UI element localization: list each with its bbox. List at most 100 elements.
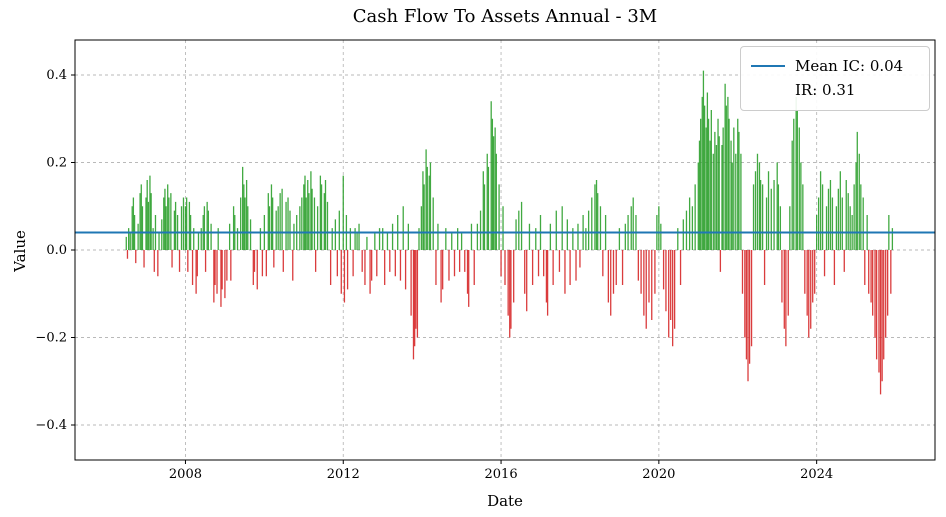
legend-ir-label: IR: 0.31	[795, 81, 856, 99]
negative-bar	[558, 250, 561, 272]
positive-bar	[706, 92, 709, 250]
positive-bar	[800, 162, 802, 250]
positive-bar	[860, 184, 862, 251]
positive-bar	[128, 228, 130, 250]
negative-bar	[473, 250, 475, 285]
negative-bar	[878, 250, 880, 373]
negative-bar	[510, 250, 512, 329]
negative-bar	[607, 250, 610, 303]
negative-bar	[371, 250, 373, 281]
positive-bar	[758, 162, 761, 250]
positive-bar	[374, 232, 376, 250]
negative-bar	[340, 250, 342, 294]
positive-bar	[555, 210, 557, 251]
positive-bar	[490, 101, 492, 250]
y-tick-label: −0.4	[35, 418, 67, 433]
positive-bar	[498, 184, 500, 251]
positive-bar	[494, 127, 496, 250]
positive-bar	[847, 193, 849, 251]
negative-bar	[143, 250, 145, 268]
negative-bar	[265, 250, 267, 277]
negative-bar	[214, 250, 216, 285]
negative-bar	[282, 250, 284, 272]
positive-bar	[422, 171, 424, 250]
positive-bar	[712, 153, 714, 250]
positive-bar	[566, 219, 568, 250]
negative-bar	[883, 250, 885, 360]
negative-bar	[213, 250, 215, 303]
positive-bar	[688, 197, 691, 250]
positive-bar	[710, 110, 712, 250]
positive-bar	[293, 223, 295, 250]
positive-bar	[247, 206, 249, 250]
positive-bar	[502, 206, 504, 250]
negative-bar	[376, 250, 378, 277]
positive-bar	[518, 210, 520, 251]
positive-bar	[316, 206, 319, 250]
positive-bar	[249, 219, 252, 250]
positive-bar	[798, 127, 800, 250]
positive-bar	[164, 188, 166, 250]
x-tick-label: 2024	[800, 467, 833, 482]
positive-bar	[853, 184, 855, 251]
positive-bar	[715, 145, 718, 250]
positive-bar	[232, 206, 235, 250]
positive-bar	[146, 180, 148, 250]
negative-bar	[464, 250, 466, 272]
positive-bar	[382, 228, 384, 250]
positive-bar	[891, 228, 894, 250]
positive-bar	[140, 184, 142, 251]
positive-bar	[313, 197, 316, 250]
positive-bar	[858, 153, 860, 250]
positive-bar	[492, 136, 495, 250]
positive-bar	[721, 145, 723, 250]
negative-bar	[651, 250, 653, 320]
negative-bar	[640, 250, 642, 294]
positive-bar	[701, 96, 703, 251]
negative-bar	[783, 250, 785, 329]
negative-bar	[814, 250, 816, 294]
positive-bar	[180, 206, 183, 250]
positive-bar	[305, 197, 307, 250]
positive-bar	[323, 193, 325, 251]
negative-bar	[448, 250, 450, 281]
positive-bar	[791, 140, 793, 251]
negative-bar	[216, 250, 218, 294]
negative-bar	[615, 250, 617, 285]
positive-bar	[705, 127, 707, 250]
negative-bar	[414, 250, 416, 347]
positive-bar	[173, 210, 176, 251]
positive-bar	[425, 149, 427, 251]
positive-bar	[835, 206, 838, 250]
positive-bar	[624, 223, 626, 250]
negative-bar	[823, 250, 826, 277]
negative-bar	[744, 250, 746, 338]
positive-bar	[479, 210, 482, 251]
negative-bar	[747, 250, 749, 382]
positive-bar	[210, 223, 212, 250]
positive-bar	[311, 188, 313, 250]
negative-bar	[750, 250, 753, 347]
positive-bar	[837, 188, 839, 250]
positive-bar	[358, 223, 360, 250]
negative-bar	[364, 250, 366, 285]
positive-bar	[161, 219, 163, 250]
positive-bar	[728, 118, 730, 250]
negative-bar	[662, 250, 665, 290]
negative-bar	[524, 250, 526, 294]
negative-bar	[545, 250, 548, 303]
negative-bar	[781, 250, 783, 303]
negative-bar	[808, 250, 810, 338]
x-tick-label: 2016	[485, 467, 518, 482]
negative-bar	[654, 250, 656, 294]
negative-bar	[230, 250, 232, 281]
negative-bar	[812, 250, 814, 303]
positive-bar	[727, 96, 729, 251]
negative-bar	[785, 250, 787, 347]
negative-bar	[868, 250, 870, 294]
positive-bar	[356, 232, 358, 250]
positive-bar	[470, 223, 473, 250]
negative-bar	[645, 250, 647, 329]
positive-bar	[268, 206, 271, 250]
negative-bar	[810, 250, 812, 329]
